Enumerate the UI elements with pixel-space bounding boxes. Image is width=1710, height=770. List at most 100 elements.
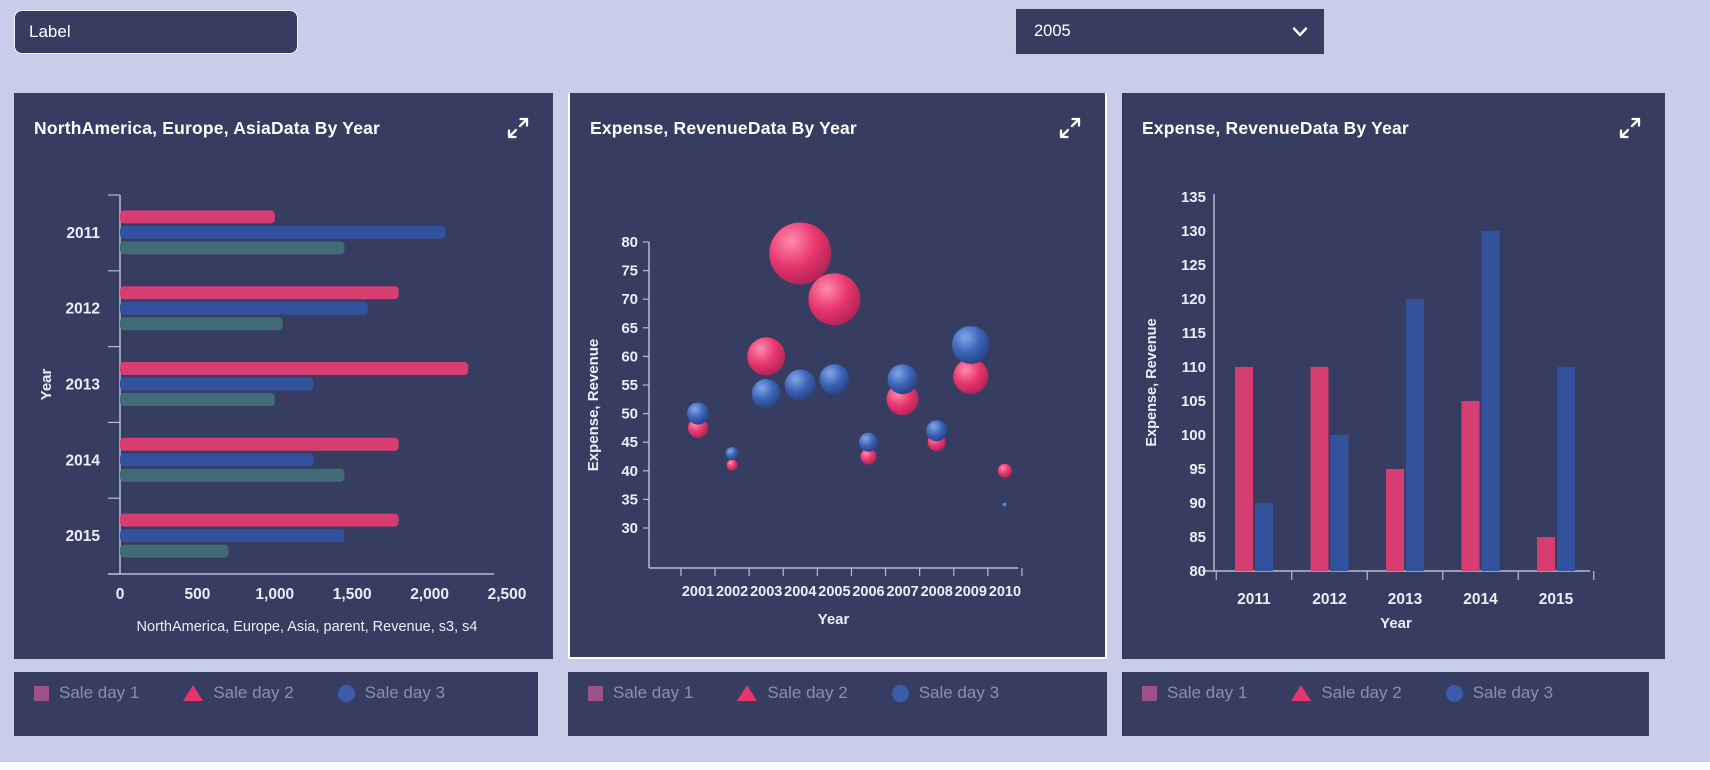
svg-text:2013: 2013 bbox=[66, 377, 101, 394]
svg-text:45: 45 bbox=[621, 434, 638, 451]
svg-text:120: 120 bbox=[1181, 291, 1206, 308]
svg-text:2014: 2014 bbox=[66, 452, 101, 469]
svg-text:35: 35 bbox=[621, 491, 638, 508]
legend-item-sale-day-2[interactable]: Sale day 2 bbox=[737, 683, 848, 703]
svg-text:Year: Year bbox=[38, 368, 55, 400]
svg-text:65: 65 bbox=[621, 320, 638, 337]
expand-button[interactable] bbox=[503, 113, 533, 143]
horizontal-bar-chart: 0 500 1,000 1,500 2,000 2,500 2011 2012 2013 2014… bbox=[38, 194, 527, 635]
svg-text:110: 110 bbox=[1182, 359, 1206, 376]
svg-text:75: 75 bbox=[621, 263, 638, 280]
svg-text:30: 30 bbox=[621, 520, 638, 537]
legend-item-label: Sale day 1 bbox=[1167, 683, 1248, 702]
svg-text:2011: 2011 bbox=[66, 225, 100, 242]
svg-text:Expense, Revenue: Expense, Revenue bbox=[585, 339, 602, 472]
chart-title: Expense, RevenueData By Year bbox=[590, 117, 857, 138]
legend-item-label: Sale day 3 bbox=[364, 683, 446, 702]
legend-item-label: Sale day 3 bbox=[1472, 683, 1554, 702]
svg-text:85: 85 bbox=[1189, 529, 1206, 546]
legend-item-label: Sale day 2 bbox=[213, 683, 294, 702]
triangle-marker-icon bbox=[183, 685, 204, 701]
triangle-marker-icon bbox=[1291, 685, 1312, 701]
svg-text:2,500: 2,500 bbox=[488, 586, 527, 603]
legend-item-sale-day-3[interactable]: Sale day 3 bbox=[337, 683, 446, 703]
svg-text:2009: 2009 bbox=[955, 584, 987, 600]
legend-item-sale-day-1[interactable]: Sale day 1 bbox=[1142, 683, 1247, 703]
chevron-down-icon bbox=[1292, 26, 1308, 36]
svg-text:70: 70 bbox=[621, 291, 638, 308]
legend-item-sale-day-1[interactable]: Sale day 1 bbox=[588, 683, 693, 703]
circle-marker-icon bbox=[337, 684, 355, 702]
svg-text:2011: 2011 bbox=[1237, 591, 1271, 608]
svg-text:2001: 2001 bbox=[682, 584, 714, 600]
year-select-value: 2005 bbox=[1034, 22, 1071, 40]
expand-icon bbox=[1059, 117, 1081, 139]
legend-item-sale-day-3[interactable]: Sale day 3 bbox=[891, 683, 1000, 703]
legend: Sale day 1 Sale day 2 Sale day 3 bbox=[1122, 672, 1649, 736]
legend-item-sale-day-2[interactable]: Sale day 2 bbox=[1291, 683, 1402, 703]
svg-text:NorthAmerica, Europe, Asia, pa: NorthAmerica, Europe, Asia, parent, Reve… bbox=[137, 619, 478, 635]
expand-button[interactable] bbox=[1055, 113, 1085, 143]
svg-text:125: 125 bbox=[1181, 257, 1206, 274]
svg-text:2003: 2003 bbox=[750, 584, 782, 600]
chart-title: Expense, RevenueData By Year bbox=[1142, 117, 1409, 138]
svg-text:50: 50 bbox=[621, 406, 638, 423]
svg-text:500: 500 bbox=[184, 586, 210, 603]
svg-text:100: 100 bbox=[1181, 427, 1206, 444]
bottom-strip bbox=[0, 762, 1710, 770]
expand-icon bbox=[1619, 117, 1641, 139]
svg-text:0: 0 bbox=[116, 586, 125, 603]
legend-item-sale-day-3[interactable]: Sale day 3 bbox=[1445, 683, 1554, 703]
svg-text:2015: 2015 bbox=[66, 528, 101, 545]
chart-card-vertical-bars: Expense, RevenueData By Year 80 85 90 95 100… bbox=[1122, 93, 1665, 659]
triangle-marker-icon bbox=[737, 685, 758, 701]
vertical-bar-chart: 80 85 90 95 100 105 110 115 120 125 130 135 2011 2012… bbox=[1144, 189, 1595, 632]
svg-text:2005: 2005 bbox=[818, 584, 850, 600]
svg-text:2004: 2004 bbox=[784, 584, 816, 600]
year-select[interactable]: 2005 bbox=[1015, 8, 1325, 55]
svg-text:2,000: 2,000 bbox=[410, 586, 449, 603]
svg-text:Expense, Revenue: Expense, Revenue bbox=[1144, 318, 1160, 446]
legend-item-label: Sale day 3 bbox=[918, 683, 1000, 702]
svg-text:2014: 2014 bbox=[1463, 591, 1498, 608]
svg-text:2002: 2002 bbox=[716, 584, 748, 600]
legend: Sale day 1 Sale day 2 Sale day 3 bbox=[14, 672, 538, 736]
chart-title: NorthAmerica, Europe, AsiaData By Year bbox=[34, 117, 381, 138]
svg-text:95: 95 bbox=[1189, 461, 1206, 478]
svg-text:135: 135 bbox=[1181, 189, 1206, 206]
legend-item-label: Sale day 2 bbox=[767, 683, 848, 702]
svg-text:2006: 2006 bbox=[852, 584, 884, 600]
circle-marker-icon bbox=[891, 684, 909, 702]
svg-text:Year: Year bbox=[818, 611, 850, 628]
expand-icon bbox=[507, 117, 529, 139]
label-input[interactable] bbox=[14, 10, 298, 54]
svg-text:2015: 2015 bbox=[1539, 591, 1574, 608]
svg-text:2012: 2012 bbox=[1312, 591, 1346, 608]
legend-item-label: Sale day 2 bbox=[1321, 683, 1402, 702]
svg-text:2007: 2007 bbox=[886, 584, 918, 600]
svg-text:90: 90 bbox=[1189, 495, 1206, 512]
svg-text:80: 80 bbox=[1189, 563, 1206, 580]
svg-text:60: 60 bbox=[621, 348, 638, 365]
square-marker-icon bbox=[1142, 685, 1157, 701]
svg-text:55: 55 bbox=[621, 377, 638, 394]
chart-card-bubbles: Expense, RevenueData By Year 30 35 40 45 50 5… bbox=[568, 93, 1107, 659]
square-marker-icon bbox=[34, 685, 49, 701]
svg-text:115: 115 bbox=[1182, 325, 1206, 342]
svg-text:2012: 2012 bbox=[66, 301, 100, 318]
svg-text:2013: 2013 bbox=[1388, 591, 1423, 608]
svg-text:2010: 2010 bbox=[989, 584, 1021, 600]
square-marker-icon bbox=[588, 685, 603, 701]
legend-item-sale-day-2[interactable]: Sale day 2 bbox=[183, 683, 294, 703]
svg-text:105: 105 bbox=[1181, 393, 1206, 410]
legend-item-label: Sale day 1 bbox=[59, 683, 140, 702]
expand-button[interactable] bbox=[1615, 113, 1645, 143]
svg-text:2008: 2008 bbox=[921, 584, 953, 600]
legend-item-label: Sale day 1 bbox=[613, 683, 694, 702]
svg-text:80: 80 bbox=[621, 234, 638, 251]
chart-card-horizontal-bars: NorthAmerica, Europe, AsiaData By Year 0… bbox=[14, 93, 553, 659]
legend-item-sale-day-1[interactable]: Sale day 1 bbox=[34, 683, 139, 703]
svg-text:1,000: 1,000 bbox=[255, 586, 294, 603]
